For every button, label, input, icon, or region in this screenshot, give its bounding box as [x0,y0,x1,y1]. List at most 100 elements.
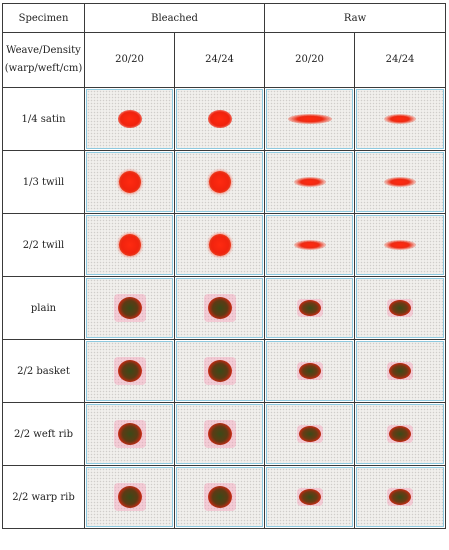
stain-image-cell [354,87,447,151]
stain-spot [118,171,141,193]
stain-spot [389,426,412,442]
fabric-photo [86,215,173,275]
stain-spot [207,110,232,128]
stain-spot [298,489,321,505]
fabric-photo [356,152,445,212]
fabric-photo [356,89,445,149]
fabric-photo [176,215,264,275]
fabric-photo [176,278,264,338]
density-header-raw-24: 24/24 [354,32,447,88]
weave-label: 1/3 twill [2,150,85,214]
stain-image-cell [84,339,175,403]
fabric-photo [176,467,264,527]
stain-image-cell [173,465,266,529]
specimen-header: Specimen [2,3,85,33]
fabric-photo [356,215,445,275]
stain-spot [117,360,142,382]
stain-image-cell [264,465,356,529]
stain-spot [117,110,142,128]
warp-weft-unit-label: (warp/weft/cm) [4,63,83,74]
stain-spot [207,360,232,382]
density-header-bleached-20: 20/20 [84,32,175,88]
stain-image-cell [173,87,266,151]
fabric-photo [86,341,173,401]
stain-image-cell [84,402,175,466]
stain-spot [117,486,142,508]
stain-spot [208,234,231,256]
stain-image-cell [264,150,356,214]
stain-spot [389,489,412,505]
table-body: 1/4 satin 1/3 twill 2/2 twill plain 2/2 bask… [2,87,447,529]
fabric-photo [86,404,173,464]
fabric-photo [356,404,445,464]
stain-image-cell [264,87,356,151]
stain-image-cell [173,339,266,403]
fabric-photo [356,278,445,338]
table-row: plain [2,276,447,340]
stain-spot [117,423,142,445]
fabric-photo [86,278,173,338]
stain-spot [117,297,142,319]
stain-image-cell [173,150,266,214]
stain-spot [208,171,231,193]
stain-image-cell [173,402,266,466]
fabric-photo [266,215,354,275]
weave-label: 2/2 warp rib [2,465,85,529]
weave-label: 1/4 satin [2,87,85,151]
weave-density-header: Weave/Density (warp/weft/cm) [2,32,85,88]
table-row: 2/2 warp rib [2,465,447,529]
stain-image-cell [173,276,266,340]
stain-image-cell [84,87,175,151]
stain-spot [287,114,332,124]
stain-spot [384,114,417,124]
weave-label: 2/2 basket [2,339,85,403]
stain-image-cell [354,465,447,529]
header-row-1: Specimen Bleached Raw [2,3,447,33]
fabric-photo [356,467,445,527]
stain-image-cell [264,213,356,277]
raw-header: Raw [264,3,447,33]
fabric-photo [266,404,354,464]
fabric-photo [266,341,354,401]
stain-image-cell [264,402,356,466]
stain-image-cell [354,402,447,466]
stain-image-cell [264,276,356,340]
weave-label: 2/2 weft rib [2,402,85,466]
stain-spot [293,240,326,250]
stain-spot [384,240,417,250]
stain-image-cell [354,339,447,403]
fabric-photo [266,89,354,149]
density-header-raw-20: 20/20 [264,32,356,88]
fabric-photo [176,89,264,149]
fabric-photo [176,152,264,212]
stain-image-cell [173,213,266,277]
stain-spot [389,363,412,379]
stain-spot [384,177,417,187]
stain-spot [118,234,141,256]
stain-image-cell [354,213,447,277]
stain-spot [298,426,321,442]
fabric-photo [266,278,354,338]
table-row: 2/2 basket [2,339,447,403]
table-row: 2/2 weft rib [2,402,447,466]
stain-spot [298,363,321,379]
table-row: 1/4 satin [2,87,447,151]
header-row-2: Weave/Density (warp/weft/cm) 20/20 24/24… [2,32,447,88]
stain-spot [298,300,321,316]
stain-spot [207,486,232,508]
stain-image-cell [84,150,175,214]
stain-spot [207,297,232,319]
fabric-photo [356,341,445,401]
stain-spot [389,300,412,316]
weave-label: 2/2 twill [2,213,85,277]
fabric-photo [86,467,173,527]
fabric-photo [86,89,173,149]
table-row: 2/2 twill [2,213,447,277]
stain-image-cell [84,465,175,529]
fabric-photo [86,152,173,212]
stain-image-cell [264,339,356,403]
stain-spot [207,423,232,445]
stain-image-cell [84,276,175,340]
weave-label: plain [2,276,85,340]
stain-image-cell [354,150,447,214]
